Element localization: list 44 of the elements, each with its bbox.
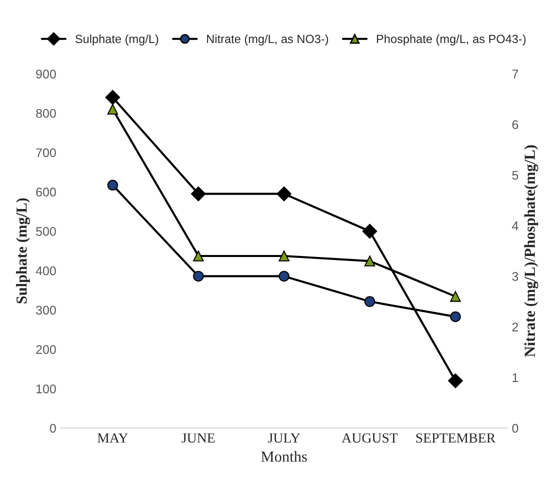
y2-tick-label: 2 [512, 322, 518, 332]
y2-tick-label: 1 [512, 373, 518, 382]
y2-tick-label: 7 [512, 70, 518, 78]
y2-tick-label: 4 [512, 222, 518, 230]
x-tick-label: JULY [268, 433, 300, 443]
x-tick-label: JUNE [182, 433, 215, 443]
y2-axis-title: Nitrate (mg/L)/Phosphate(mg/L) [524, 145, 538, 357]
legend-label: Sulphate (mg/L) [75, 34, 158, 46]
legend-label: Phosphate (mg/L, as PO43-) [376, 34, 526, 46]
x-tick-label: SEPTEMBER [416, 433, 496, 443]
y2-tick-label: 0 [512, 424, 518, 433]
x-tick-label: AUGUST [342, 433, 398, 443]
point [107, 180, 118, 191]
y-tick-label: 700 [36, 148, 56, 158]
point [276, 186, 292, 202]
point [364, 296, 376, 307]
point [107, 104, 118, 115]
y-tick-label: 100 [36, 384, 56, 394]
x-axis-title: Months [261, 451, 307, 462]
point [278, 250, 290, 262]
y-axis-title: Sulphate (mg/L) [16, 198, 30, 304]
y-tick-label: 600 [36, 188, 56, 197]
point [362, 224, 378, 239]
y-tick-label: 900 [36, 70, 56, 78]
point [364, 256, 376, 266]
y-tick-label: 0 [50, 424, 56, 433]
y-tick-label: 200 [36, 345, 56, 354]
point [450, 311, 461, 322]
legend-label: Nitrate (mg/L, as NO3-) [207, 34, 328, 46]
x-tick-label: MAY [98, 433, 128, 443]
point [105, 90, 120, 105]
point [278, 270, 290, 282]
point [192, 270, 204, 282]
y-tick-label: 800 [36, 108, 56, 118]
point [448, 373, 463, 388]
y-tick-label: 500 [36, 227, 56, 236]
point [450, 291, 461, 302]
y-tick-label: 300 [36, 306, 56, 315]
y2-tick-label: 3 [512, 272, 518, 281]
y2-tick-label: 6 [512, 120, 518, 130]
point [192, 250, 204, 262]
y2-tick-label: 5 [512, 170, 518, 180]
y-tick-label: 400 [36, 266, 56, 276]
point [190, 186, 206, 202]
